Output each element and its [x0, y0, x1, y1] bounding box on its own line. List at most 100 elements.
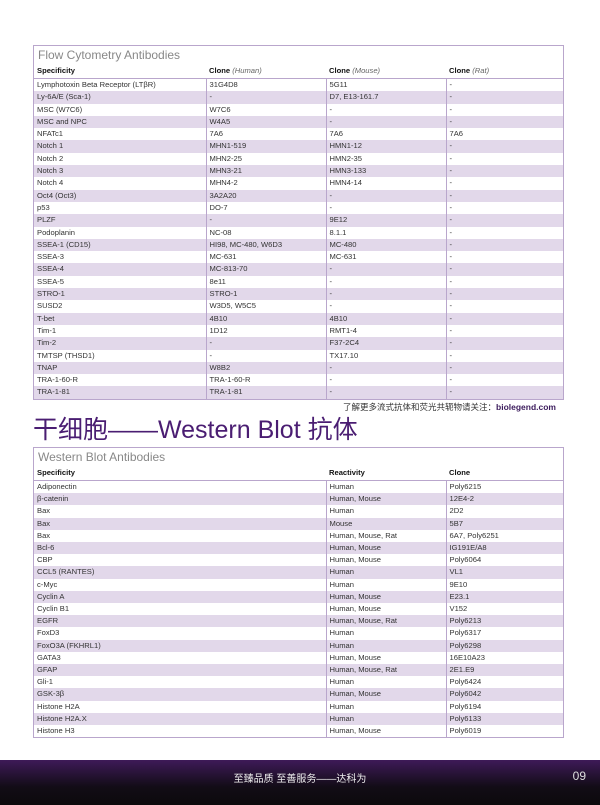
table-body: Adiponectin Human Poly6215 β-catenin Human, …: [34, 480, 563, 738]
table-cell: -: [205, 349, 326, 362]
table-row: GATA3 Human, Mouse 16E10A23: [34, 651, 563, 665]
table-cell: -: [445, 78, 563, 92]
table-cell: GATA3: [37, 652, 61, 662]
column-header: Reactivity: [326, 466, 446, 481]
table-cell: Podoplanin: [37, 227, 76, 237]
table-row: Gli-1 Human Poly6424: [34, 676, 563, 689]
table-cell: Poly6194: [445, 700, 563, 713]
table-cell: HI98, MC-480, W6D3: [205, 238, 326, 252]
table-row: SSEA-5 8e11- -: [34, 275, 563, 289]
table-cell: Cyclin B1: [37, 604, 70, 614]
table-row: SUSD2 W3D5, W5C5- -: [34, 300, 563, 313]
table-row: TRA-1-60-R TRA-1-60-R - -: [34, 374, 563, 387]
table-cell: -: [325, 300, 446, 313]
table-cell: CBP: [37, 555, 53, 565]
table-row: FoxD3 Human Poly6317: [34, 627, 563, 640]
table-cell: SUSD2: [37, 301, 63, 311]
table-row: CCL5 (RANTES) Human VL1: [34, 566, 563, 579]
table-cell: p53: [37, 202, 50, 212]
table-cell: -: [445, 275, 563, 289]
table-cell: 12E4-2: [445, 493, 563, 506]
table-cell: Human: [325, 712, 446, 726]
table-cell: MC-813-70: [205, 263, 326, 276]
table-cell: Poly6213: [445, 615, 563, 628]
table-cell: Human, Mouse, Rat: [325, 529, 446, 543]
table-cell: 2D2: [445, 505, 563, 518]
table-title: Flow Cytometry Antibodies: [38, 48, 181, 62]
table-row: SSEA-4 MC-813-70- -: [34, 263, 563, 276]
table-cell: 31G4D8: [205, 78, 326, 92]
table-cell: 8e11: [205, 275, 326, 289]
table-cell: 4B10: [325, 312, 446, 325]
table-cell: -: [445, 374, 563, 387]
table-cell: Human, Mouse: [325, 542, 446, 555]
table-cell: Lymphotoxin Beta Receptor (LTβR): [37, 80, 156, 89]
table-cell: -: [325, 263, 446, 276]
table-cell: Bcl-6: [34, 542, 326, 555]
table-cell: Poly6215: [445, 480, 563, 494]
table-cell: Poly6042: [445, 688, 563, 701]
table-cell: W7C6: [205, 103, 326, 116]
table-cell: -: [445, 189, 563, 202]
footer-slogan: 至臻品质 至善服务——达科为: [233, 774, 367, 785]
table-row: T-bet 4B10 4B10-: [34, 312, 563, 325]
western-blot-table: Western Blot Antibodies Specificity Reac…: [33, 447, 564, 739]
table-title: Western Blot Antibodies: [38, 450, 166, 464]
table-cell: Poly6317: [445, 627, 563, 640]
table-cell: -: [205, 91, 326, 104]
table-cell: Bax: [34, 517, 326, 530]
table-cell: V152: [445, 603, 563, 616]
table-cell: Cyclin A: [34, 590, 326, 604]
table-cell: Adiponectin: [37, 482, 77, 491]
table-cell: 9E10: [445, 578, 563, 591]
table-cell: F37-2C4: [325, 337, 446, 350]
table-row: STRO-1 STRO-1- -: [34, 288, 563, 301]
table-cell: Human: [325, 639, 446, 652]
table-cell: Histone H2A: [37, 701, 80, 711]
table-cell: Poly6133: [445, 712, 563, 726]
table-cell: -: [445, 324, 563, 338]
table-row: EGFR Human, Mouse, Rat Poly6213: [34, 615, 563, 628]
table-cell: Poly6298: [445, 639, 563, 652]
table-cell: -: [445, 152, 563, 166]
table-row: Histone H2A Human Poly6194: [34, 700, 563, 713]
table-cell: 16E10A23: [445, 651, 563, 665]
column-header-label: Clone: [449, 66, 471, 75]
table-cell: -: [445, 251, 563, 264]
table-row: TNAP W8B2- -: [34, 361, 563, 375]
table-row: SSEA-1 (CD15) HI98, MC-480, W6D3 MC-480-: [34, 238, 563, 252]
table-cell: Human: [325, 676, 446, 689]
table-cell: DO-7: [205, 201, 326, 215]
table-cell: -: [445, 300, 563, 313]
website-link[interactable]: biolegend.com: [496, 402, 556, 412]
table-cell: 5B7: [445, 517, 563, 530]
table-cell: 7A6: [205, 128, 326, 141]
table-cell: VL1: [445, 566, 563, 579]
table-cell: 8.1.1: [325, 226, 446, 239]
table-cell: -: [325, 374, 446, 387]
table-cell: 1D12: [205, 324, 326, 338]
table-row: Cyclin B1 Human, Mouse V152: [34, 603, 563, 616]
table-cell: SSEA-5: [37, 276, 65, 286]
table-row: TRA-1-81 TRA-1-81- -: [34, 386, 563, 399]
table-cell: E23.1: [445, 590, 563, 604]
table-cell: -: [445, 214, 563, 227]
table-cell: RMT1-4: [325, 324, 446, 338]
table-body: Lymphotoxin Beta Receptor (LTβR) 31G4D8 5G…: [34, 78, 563, 399]
table-cell: Human: [325, 627, 446, 640]
table-row: MSC and NPC W4A5- -: [34, 115, 563, 129]
table-cell: -: [325, 189, 446, 202]
table-cell: W8B2: [205, 361, 326, 375]
table-cell: Notch 2: [37, 153, 64, 163]
table-cell: TNAP: [34, 361, 206, 375]
table-cell: MHN2-25: [205, 152, 326, 166]
table-cell: MSC and NPC: [34, 115, 206, 129]
table-row: c-Myc Human 9E10: [34, 578, 563, 591]
table-cell: HMN4-14: [325, 177, 446, 190]
column-header: Clone: [446, 466, 563, 481]
table-cell: Human, Mouse: [325, 590, 446, 604]
table-cell: NFATc1: [37, 129, 64, 139]
table-cell: 9E12: [325, 214, 446, 227]
table-cell: NC-08: [205, 226, 326, 239]
table-row: Tim-1 1D12 RMT1-4-: [34, 324, 563, 338]
